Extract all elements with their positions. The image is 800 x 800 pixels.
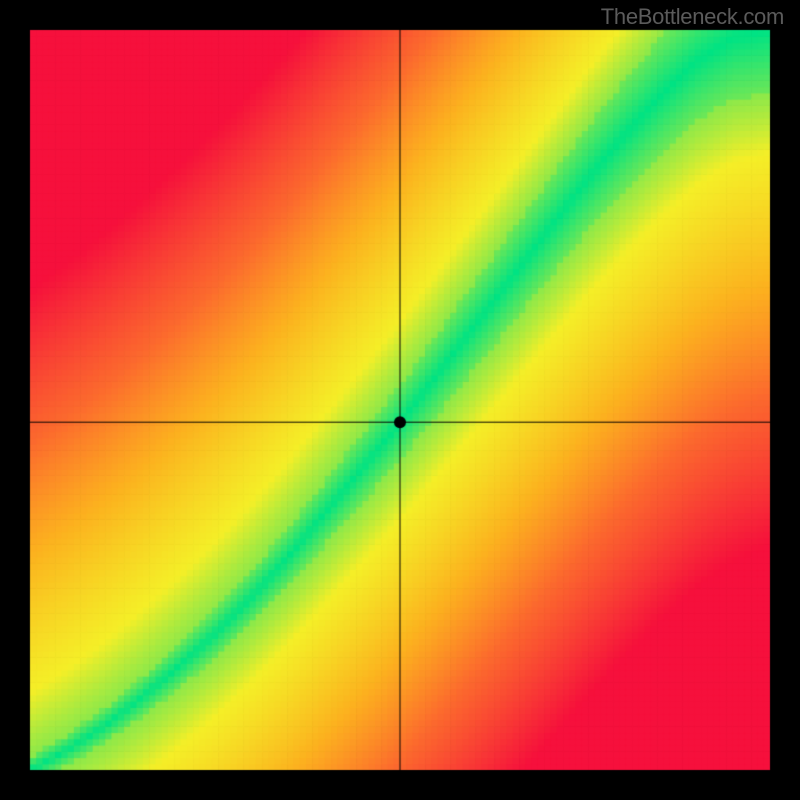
chart-container: TheBottleneck.com <box>0 0 800 800</box>
bottleneck-heatmap <box>0 0 800 800</box>
heatmap-canvas <box>0 0 800 800</box>
attribution-text: TheBottleneck.com <box>601 4 784 30</box>
